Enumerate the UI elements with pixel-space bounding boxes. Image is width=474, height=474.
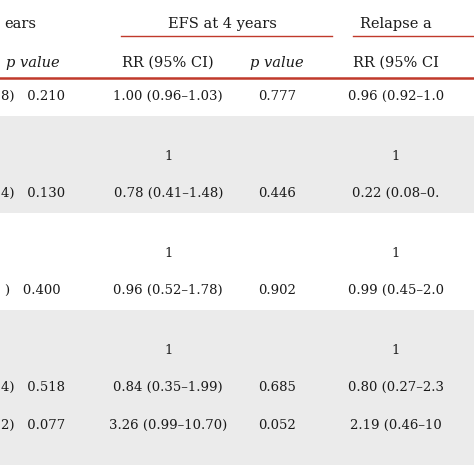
Text: 0.84 (0.35–1.99): 0.84 (0.35–1.99)	[113, 381, 223, 394]
Text: RR (95% CI: RR (95% CI	[353, 56, 439, 70]
Text: 4)   0.130: 4) 0.130	[1, 187, 65, 200]
Text: )   0.400: ) 0.400	[5, 284, 61, 297]
Text: 1: 1	[164, 344, 173, 357]
Bar	[0, 116, 474, 139]
Text: 0.052: 0.052	[258, 419, 296, 432]
Text: 1: 1	[164, 150, 173, 164]
Bar	[0, 271, 474, 310]
Bar	[0, 78, 474, 116]
Bar	[0, 213, 474, 236]
Bar	[0, 407, 474, 445]
Bar	[0, 139, 474, 174]
Text: 0.685: 0.685	[258, 381, 296, 394]
Text: 1: 1	[164, 247, 173, 260]
Text: 1: 1	[392, 247, 400, 260]
Text: 0.902: 0.902	[258, 284, 296, 297]
Text: 0.777: 0.777	[258, 91, 296, 103]
Bar	[0, 333, 474, 368]
Text: p value: p value	[6, 56, 60, 70]
Bar	[0, 368, 474, 407]
Text: 0.99 (0.45–2.0: 0.99 (0.45–2.0	[348, 284, 444, 297]
Text: 0.80 (0.27–2.3: 0.80 (0.27–2.3	[348, 381, 444, 394]
Text: ears: ears	[5, 17, 37, 31]
Text: 3.26 (0.99–10.70): 3.26 (0.99–10.70)	[109, 419, 228, 432]
Text: 8)   0.210: 8) 0.210	[1, 91, 65, 103]
Text: 0.78 (0.41–1.48): 0.78 (0.41–1.48)	[114, 187, 223, 200]
Bar	[0, 310, 474, 333]
Text: EFS at 4 years: EFS at 4 years	[168, 17, 277, 31]
Text: 4)   0.518: 4) 0.518	[1, 381, 65, 394]
Text: 1: 1	[392, 150, 400, 164]
Text: 0.96 (0.92–1.0: 0.96 (0.92–1.0	[348, 91, 444, 103]
Text: 2.19 (0.46–10: 2.19 (0.46–10	[350, 419, 442, 432]
Text: Relapse a: Relapse a	[360, 17, 432, 31]
Text: 1: 1	[392, 344, 400, 357]
Bar	[0, 445, 474, 465]
Text: p value: p value	[250, 56, 304, 70]
Text: 2)   0.077: 2) 0.077	[1, 419, 65, 432]
Text: 1.00 (0.96–1.03): 1.00 (0.96–1.03)	[113, 91, 223, 103]
Text: 0.22 (0.08–0.: 0.22 (0.08–0.	[352, 187, 439, 200]
Bar	[0, 236, 474, 271]
Text: RR (95% CI): RR (95% CI)	[122, 56, 214, 70]
Text: 0.96 (0.52–1.78): 0.96 (0.52–1.78)	[113, 284, 223, 297]
Bar	[0, 174, 474, 213]
Text: 0.446: 0.446	[258, 187, 296, 200]
